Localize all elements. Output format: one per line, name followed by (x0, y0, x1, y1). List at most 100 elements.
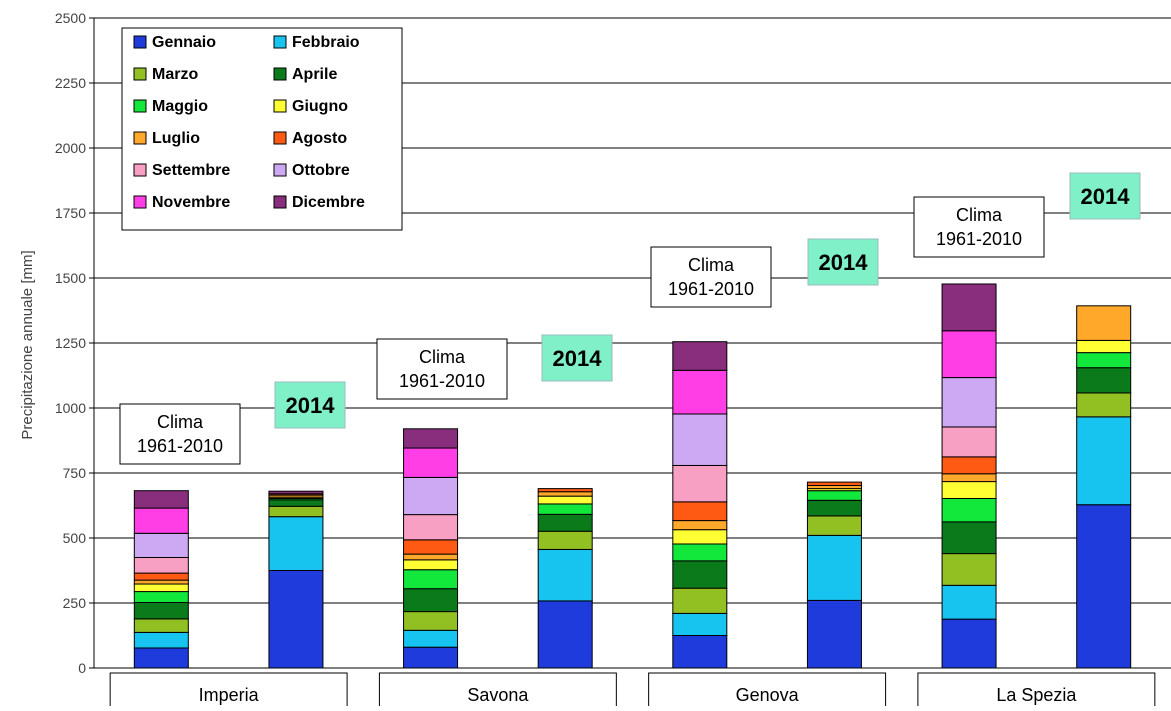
bar-segment-gennaio (806, 599, 862, 669)
legend-swatch (273, 35, 287, 49)
legend-swatch (273, 99, 287, 113)
bar-segment-aprile (1076, 367, 1132, 394)
y-tick-label: 1250 (55, 335, 86, 351)
bar-segment-agosto (537, 488, 593, 493)
clima-label-box (376, 338, 508, 400)
bar-segment-febbraio (133, 631, 189, 649)
bar-segment-maggio (403, 569, 459, 590)
bar-segment-febbraio (806, 534, 862, 601)
x-tick-label: Savona (467, 685, 529, 705)
bar-segment-marzo (133, 618, 189, 633)
clima-label-box (913, 196, 1045, 258)
bar-segment-gennaio (537, 600, 593, 669)
bar-segment-marzo (403, 611, 459, 631)
bar-segment-dicembre (268, 490, 324, 495)
bar-segment-novembre (403, 447, 459, 478)
bar-segment-gennaio (941, 618, 997, 669)
bar-segment-aprile (941, 521, 997, 555)
bar-segment-gennaio (403, 646, 459, 669)
bar-segment-gennaio (133, 647, 189, 669)
clima-label-box (119, 403, 241, 465)
bar-segment-maggio (133, 591, 189, 603)
bar-segment-settembre (672, 464, 728, 503)
legend-swatch (133, 131, 147, 145)
legend-box (121, 27, 403, 231)
bar-segment-giugno (537, 495, 593, 505)
year-label-box (541, 334, 613, 382)
clima-label-text: 1961-2010 (668, 279, 754, 299)
bar-segment-maggio (672, 543, 728, 562)
legend-swatch (133, 195, 147, 209)
bar-segment-luglio (672, 520, 728, 531)
bar-segment-gennaio (672, 635, 728, 669)
bar-segment-febbraio (941, 584, 997, 620)
clima-label-text: 1961-2010 (137, 436, 223, 456)
legend-entry: Gennaio (152, 34, 216, 51)
bar-segment-agosto (133, 572, 189, 581)
bar-segment-marzo (672, 587, 728, 614)
bar-segment-novembre (941, 330, 997, 379)
clima-label-text: Clima (419, 347, 466, 367)
bar-segment-novembre (133, 507, 189, 534)
legend-swatch (133, 35, 147, 49)
bar-segment-febbraio (672, 612, 728, 637)
bar-segment-dicembre (403, 428, 459, 449)
clima-label-text: 1961-2010 (936, 229, 1022, 249)
clima-label-text: Clima (157, 412, 204, 432)
legend-entry: Febbraio (292, 34, 360, 51)
y-tick-label: 250 (63, 595, 87, 611)
y-tick-label: 1750 (55, 205, 86, 221)
bar-segment-aprile (672, 560, 728, 589)
bar-segment-agosto (941, 456, 997, 475)
x-tick-label: La Spezia (996, 685, 1077, 705)
legend-entry: Ottobre (292, 162, 350, 179)
bar-segment-maggio (537, 503, 593, 515)
bar-segment-agosto (806, 481, 862, 486)
bar-segment-marzo (268, 505, 324, 518)
clima-label-text: Clima (956, 205, 1003, 225)
legend-swatch (273, 195, 287, 209)
bar-segment-maggio (806, 490, 862, 501)
legend-entry: Marzo (152, 66, 198, 83)
legend-entry: Maggio (152, 98, 208, 115)
legend-swatch (273, 67, 287, 81)
legend-entry: Giugno (292, 98, 348, 115)
bar-segment-luglio (1076, 305, 1132, 341)
year-label-text: 2014 (819, 250, 869, 275)
bar-segment-dicembre (672, 341, 728, 371)
bar-segment-aprile (403, 588, 459, 613)
legend-swatch (133, 99, 147, 113)
bar-segment-giugno (672, 529, 728, 545)
bar-segment-febbraio (1076, 416, 1132, 506)
bar-segment-marzo (537, 530, 593, 550)
bar-segment-ottobre (672, 413, 728, 466)
y-tick-label: 1000 (55, 400, 86, 416)
y-tick-label: 500 (63, 530, 87, 546)
y-tick-label: 750 (63, 465, 87, 481)
bar-segment-dicembre (941, 283, 997, 332)
year-label-box (1069, 172, 1141, 220)
y-tick-label: 0 (78, 660, 86, 676)
bar-segment-luglio (403, 553, 459, 561)
bar-segment-settembre (133, 557, 189, 574)
year-label-text: 2014 (1081, 184, 1131, 209)
bar-segment-febbraio (403, 629, 459, 648)
legend-entry: Settembre (152, 162, 230, 179)
year-label-box (274, 381, 346, 429)
bar-segment-settembre (941, 426, 997, 458)
bar-segment-febbraio (537, 548, 593, 602)
legend-entry: Dicembre (292, 194, 365, 211)
year-label-text: 2014 (553, 346, 603, 371)
clima-label-text: 1961-2010 (399, 371, 485, 391)
bar-segment-maggio (941, 497, 997, 523)
bar-segment-marzo (806, 515, 862, 536)
bar-segment-agosto (403, 539, 459, 555)
bar-segment-aprile (806, 499, 862, 517)
bar-segment-febbraio (268, 516, 324, 571)
bar-segment-luglio (941, 473, 997, 483)
bar-segment-settembre (403, 514, 459, 541)
bar-segment-luglio (133, 579, 189, 585)
bar-segment-maggio (1076, 352, 1132, 369)
bar-segment-gennaio (268, 570, 324, 669)
y-tick-label: 2250 (55, 75, 86, 91)
